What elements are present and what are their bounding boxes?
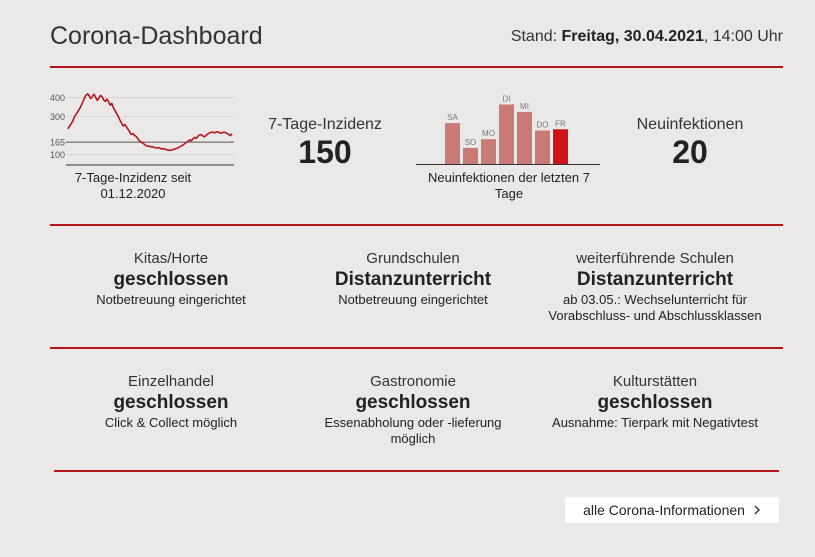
- status-einzelhandel: Einzelhandel geschlossen Click & Collect…: [51, 373, 291, 431]
- bar-mo: [481, 139, 496, 164]
- bar-category-label: SA: [447, 113, 458, 122]
- status-value: geschlossen: [113, 392, 229, 413]
- status-name: Grundschulen: [366, 250, 460, 267]
- incidence-line-chart: 400 300 165 100: [50, 93, 234, 166]
- kpi-new-infections-value: 20: [672, 134, 708, 170]
- status-name: Einzelhandel: [128, 373, 214, 390]
- status-value: geschlossen: [355, 392, 471, 413]
- incidence-chart-caption: 7-Tage-Inzidenz seit 01.12.2020: [74, 170, 192, 201]
- status-note: Notbetreuung eingerichtet: [338, 292, 488, 307]
- bar-category-label: MI: [520, 102, 529, 111]
- bar-di: [499, 104, 514, 164]
- status-weiterfuehrende-schulen: weiterführende Schulen Distanzunterricht…: [535, 250, 775, 324]
- status-note: Click & Collect möglich: [104, 415, 238, 430]
- y-tick-label: 165: [50, 138, 65, 148]
- incidence-chart-panel: 400 300 165 100 7-Tage-Inzidenz seit 01.12.…: [48, 86, 238, 206]
- new-infections-chart-panel: SA SO MO DI MI DO FR Neuinfektionen der letzte…: [414, 88, 604, 208]
- divider-2: [50, 224, 783, 226]
- bar-do: [535, 130, 550, 164]
- status-name: weiterführende Schulen: [576, 250, 734, 267]
- status-note: Notbetreuung eingerichtet: [96, 292, 246, 307]
- bar-category-label: DI: [503, 94, 511, 103]
- timestamp: Stand: Freitag, 30.04.2021, 14:00 Uhr: [511, 28, 783, 46]
- status-note: Essenabholung oder -lieferung möglich: [324, 415, 502, 446]
- divider-top: [50, 66, 783, 68]
- divider-3: [50, 347, 783, 349]
- status-value: geschlossen: [597, 392, 713, 413]
- y-tick-label: 400: [50, 93, 65, 103]
- stand-time: , 14:00 Uhr: [703, 28, 783, 45]
- all-corona-info-button[interactable]: alle Corona-Informationen: [565, 497, 779, 523]
- all-corona-info-label: alle Corona-Informationen: [583, 502, 745, 518]
- status-kulturstaetten: Kulturstätten geschlossen Ausnahme: Tier…: [535, 373, 775, 431]
- status-kitas: Kitas/Horte geschlossen Notbetreuung ein…: [51, 250, 291, 308]
- kpi-incidence-label: 7-Tage-Inzidenz: [268, 116, 382, 133]
- status-grundschulen: Grundschulen Distanzunterricht Notbetreu…: [293, 250, 533, 308]
- kpi-new-infections: Neuinfektionen 20: [615, 116, 765, 171]
- bar-category-label: FR: [555, 119, 566, 128]
- bar-fr: [553, 129, 568, 164]
- status-value: Distanzunterricht: [334, 269, 492, 290]
- stand-label: Stand:: [510, 28, 558, 45]
- kpi-incidence-value: 150: [298, 134, 352, 170]
- y-tick-label: 100: [50, 150, 65, 160]
- bar-so: [463, 147, 478, 164]
- kpi-new-infections-label: Neuinfektionen: [636, 116, 744, 133]
- status-note: ab 03.05.: Wechselunterricht für Vorabsc…: [548, 292, 762, 323]
- status-value: geschlossen: [113, 269, 229, 290]
- y-tick-label: 300: [50, 112, 65, 122]
- status-name: Gastronomie: [370, 373, 456, 390]
- kpi-incidence: 7-Tage-Inzidenz 150: [250, 116, 400, 171]
- bar-category-label: SO: [465, 138, 477, 147]
- incidence-series-line: [67, 93, 233, 152]
- status-note: Ausnahme: Tierpark mit Negativtest: [552, 415, 758, 430]
- new-infections-chart-caption: Neuinfektionen der letzten 7 Tage: [428, 170, 590, 201]
- bar-category-label: MO: [482, 129, 495, 138]
- stand-date: Freitag, 30.04.2021: [561, 28, 704, 45]
- page-title: Corona-Dashboard: [50, 22, 263, 50]
- status-name: Kulturstätten: [612, 373, 698, 390]
- chevron-right-icon: [753, 505, 761, 515]
- bar-sa: [445, 123, 460, 164]
- divider-bottom: [54, 470, 779, 472]
- status-value: Distanzunterricht: [576, 269, 734, 290]
- bar-category-label: DO: [537, 121, 549, 130]
- bar-mi: [517, 111, 532, 164]
- status-name: Kitas/Horte: [133, 250, 209, 267]
- status-gastronomie: Gastronomie geschlossen Essenabholung od…: [293, 373, 533, 447]
- new-infections-bar-chart: SA SO MO DI MI DO FR: [416, 94, 600, 165]
